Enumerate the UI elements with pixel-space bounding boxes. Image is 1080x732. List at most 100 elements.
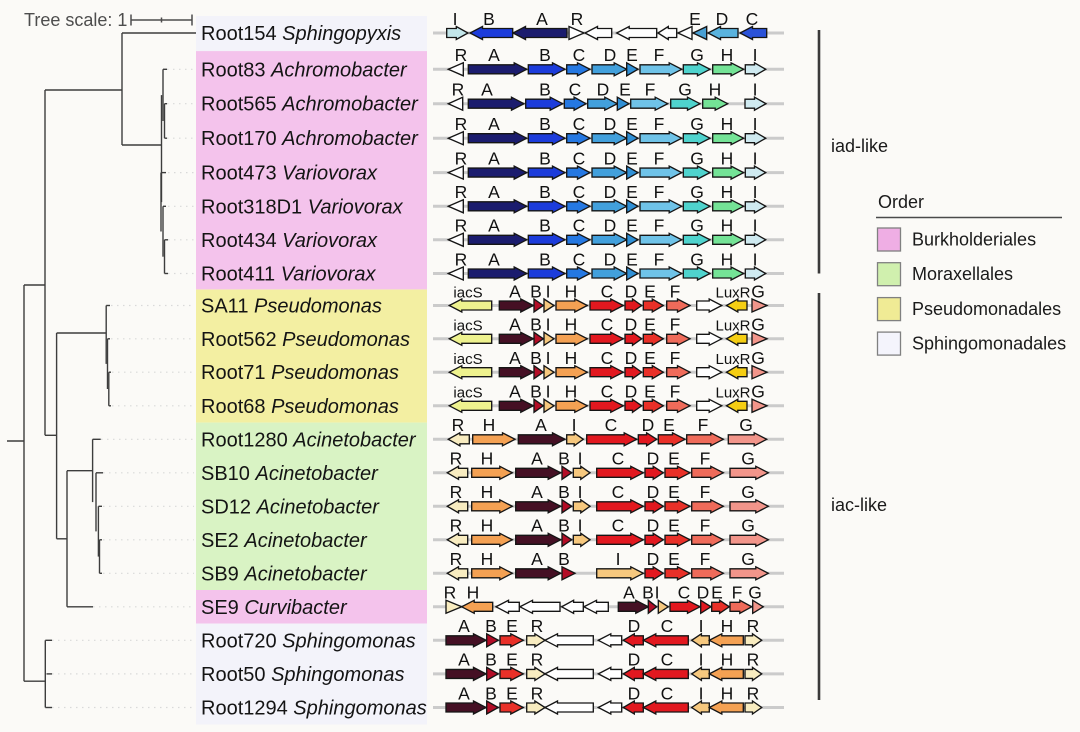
svg-text:Order: Order	[878, 192, 924, 212]
svg-text:SE9 Curvibacter: SE9 Curvibacter	[201, 597, 348, 619]
svg-text:I: I	[699, 650, 704, 670]
svg-text:LuxR: LuxR	[715, 351, 750, 368]
svg-text:E: E	[626, 182, 638, 202]
svg-text:C: C	[612, 516, 625, 536]
svg-text:F: F	[700, 516, 711, 536]
svg-text:E: E	[626, 148, 638, 168]
svg-text:F: F	[670, 281, 681, 301]
svg-text:F: F	[732, 583, 743, 603]
svg-text:F: F	[654, 148, 665, 168]
svg-text:A: A	[535, 415, 547, 435]
svg-text:H: H	[565, 382, 578, 402]
svg-text:I: I	[578, 449, 583, 469]
svg-text:R: R	[452, 80, 465, 100]
svg-text:B: B	[539, 114, 551, 134]
svg-text:R: R	[531, 616, 544, 636]
svg-text:Root170 Achromobacter: Root170 Achromobacter	[201, 128, 419, 150]
svg-text:R: R	[747, 650, 760, 670]
svg-text:I: I	[753, 249, 758, 269]
svg-text:Root473 Variovorax: Root473 Variovorax	[201, 163, 378, 185]
svg-text:SA11 Pseudomonas: SA11 Pseudomonas	[201, 296, 382, 318]
svg-text:C: C	[661, 683, 674, 703]
svg-text:F: F	[654, 182, 665, 202]
svg-text:R: R	[747, 683, 760, 703]
svg-text:G: G	[751, 348, 765, 368]
svg-text:G: G	[751, 382, 765, 402]
svg-text:R: R	[747, 616, 760, 636]
svg-text:A: A	[458, 650, 470, 670]
svg-text:A: A	[458, 683, 470, 703]
svg-text:A: A	[488, 216, 500, 236]
svg-text:B: B	[485, 616, 497, 636]
svg-text:B: B	[530, 348, 542, 368]
svg-text:D: D	[625, 315, 638, 335]
svg-text:H: H	[481, 449, 494, 469]
svg-text:I: I	[572, 415, 577, 435]
svg-text:iac-like: iac-like	[831, 495, 887, 515]
svg-text:C: C	[612, 482, 625, 502]
svg-text:LuxR: LuxR	[715, 385, 750, 402]
svg-text:B: B	[530, 281, 542, 301]
svg-text:C: C	[601, 348, 614, 368]
svg-text:R: R	[450, 482, 463, 502]
svg-text:D: D	[628, 683, 641, 703]
svg-text:D: D	[604, 249, 617, 269]
svg-text:H: H	[721, 616, 734, 636]
svg-text:G: G	[690, 216, 704, 236]
svg-text:Root720 Sphingomonas: Root720 Sphingomonas	[201, 630, 416, 652]
svg-text:Sphingomonadales: Sphingomonadales	[912, 334, 1066, 354]
svg-text:Root318D1 Variovorax: Root318D1 Variovorax	[201, 196, 404, 218]
svg-text:R: R	[450, 449, 463, 469]
svg-text:B: B	[485, 650, 497, 670]
svg-text:A: A	[488, 114, 500, 134]
svg-text:H: H	[721, 216, 734, 236]
svg-text:E: E	[668, 449, 680, 469]
svg-text:I: I	[578, 516, 583, 536]
svg-text:B: B	[558, 482, 570, 502]
svg-text:A: A	[531, 449, 543, 469]
svg-text:B: B	[539, 45, 551, 65]
svg-text:D: D	[625, 281, 638, 301]
svg-text:G: G	[690, 148, 704, 168]
svg-text:E: E	[626, 45, 638, 65]
svg-text:Root1280 Acinetobacter: Root1280 Acinetobacter	[201, 429, 417, 451]
svg-text:Root71 Pseudomonas: Root71 Pseudomonas	[201, 362, 399, 384]
svg-text:E: E	[668, 516, 680, 536]
svg-text:SE2 Acinetobacter: SE2 Acinetobacter	[201, 530, 368, 552]
svg-text:Root50 Sphingomonas: Root50 Sphingomonas	[201, 664, 405, 686]
svg-text:I: I	[753, 80, 758, 100]
svg-text:G: G	[678, 80, 692, 100]
svg-text:F: F	[670, 382, 681, 402]
svg-text:Burkholderiales: Burkholderiales	[912, 230, 1036, 250]
svg-text:F: F	[654, 249, 665, 269]
svg-text:B: B	[642, 583, 654, 603]
svg-text:F: F	[700, 449, 711, 469]
svg-text:C: C	[661, 650, 674, 670]
svg-text:C: C	[569, 80, 582, 100]
svg-text:C: C	[601, 382, 614, 402]
svg-text:iacS: iacS	[453, 318, 482, 335]
svg-text:H: H	[721, 249, 734, 269]
svg-text:A: A	[509, 315, 521, 335]
svg-text:R: R	[455, 148, 468, 168]
svg-text:C: C	[573, 216, 586, 236]
svg-text:I: I	[753, 148, 758, 168]
svg-text:H: H	[483, 415, 496, 435]
svg-text:A: A	[488, 182, 500, 202]
svg-text:Root154 Sphingopyxis: Root154 Sphingopyxis	[201, 23, 401, 45]
svg-text:B: B	[539, 80, 551, 100]
svg-text:I: I	[699, 616, 704, 636]
svg-text:G: G	[739, 415, 753, 435]
svg-text:SB10 Acinetobacter: SB10 Acinetobacter	[201, 463, 379, 485]
svg-text:G: G	[751, 281, 765, 301]
svg-text:D: D	[647, 449, 660, 469]
svg-text:R: R	[450, 549, 463, 569]
svg-text:H: H	[481, 482, 494, 502]
svg-text:D: D	[604, 148, 617, 168]
svg-text:A: A	[509, 382, 521, 402]
svg-text:C: C	[573, 148, 586, 168]
svg-text:D: D	[597, 80, 610, 100]
svg-text:G: G	[751, 315, 765, 335]
svg-text:Root562 Pseudomonas: Root562 Pseudomonas	[201, 329, 410, 351]
svg-text:SD12 Acinetobacter: SD12 Acinetobacter	[201, 496, 380, 518]
